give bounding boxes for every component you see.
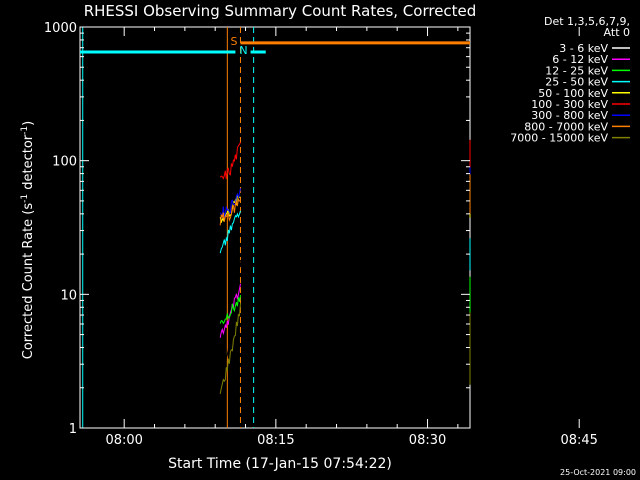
legend-entry: 25 - 50 keV xyxy=(545,76,608,89)
series-pre-gap-0 xyxy=(219,260,241,406)
x-tick-label: 08:15 xyxy=(257,433,294,448)
axis-ticks: 110100100008:0008:1508:3008:4509:0009:15… xyxy=(44,21,598,448)
y-tick-label: 1000 xyxy=(44,21,77,36)
legend-entry: 12 - 25 keV xyxy=(545,64,608,77)
legend-entry: 6 - 12 keV xyxy=(552,53,608,66)
legend-header: Det 1,3,5,6,7,9, xyxy=(544,15,630,28)
legend-entry: 300 - 800 keV xyxy=(531,109,608,122)
x-tick-label: 08:30 xyxy=(409,433,446,448)
x-tick-label: 08:00 xyxy=(105,433,142,448)
series-pre-gap-3 xyxy=(219,210,241,254)
legend-header: Att 0 xyxy=(604,26,630,39)
footer-date: 25-Oct-2021 09:00 xyxy=(560,468,636,477)
legend-entry: 7000 - 15000 keV xyxy=(510,132,608,145)
vertical-markers xyxy=(82,27,255,428)
series-pre-gap-8 xyxy=(219,302,241,394)
y-tick-label: 1 xyxy=(69,422,77,437)
x-tick-label: 08:45 xyxy=(560,433,597,448)
series-pre-gap-6 xyxy=(219,188,241,218)
series-pre-gap-7 xyxy=(219,197,241,226)
flag-label: S xyxy=(230,35,237,48)
series-pre-gap-1 xyxy=(219,283,241,338)
y-tick-label: 100 xyxy=(52,155,77,170)
flag-bars: SN xyxy=(80,35,470,57)
plot-frame xyxy=(79,26,471,429)
y-tick-label: 10 xyxy=(60,288,77,303)
legend-entry: 100 - 300 keV xyxy=(531,98,608,111)
plot-frame-group xyxy=(79,26,471,429)
chart-title: RHESSI Observing Summary Count Rates, Co… xyxy=(84,2,477,20)
series-pre-gap-5 xyxy=(219,142,241,180)
x-axis-label: Start Time (17-Jan-15 07:54:22) xyxy=(168,456,392,472)
flag-label: N xyxy=(239,44,247,57)
y-axis-label: Corrected Count Rate (s-1 detector-1) xyxy=(20,121,36,359)
legend-entry: 3 - 6 keV xyxy=(559,42,608,55)
series-pre-gap-2 xyxy=(219,295,241,325)
legend-entry: 800 - 7000 keV xyxy=(524,120,608,133)
legend-entry: 50 - 100 keV xyxy=(538,87,608,100)
